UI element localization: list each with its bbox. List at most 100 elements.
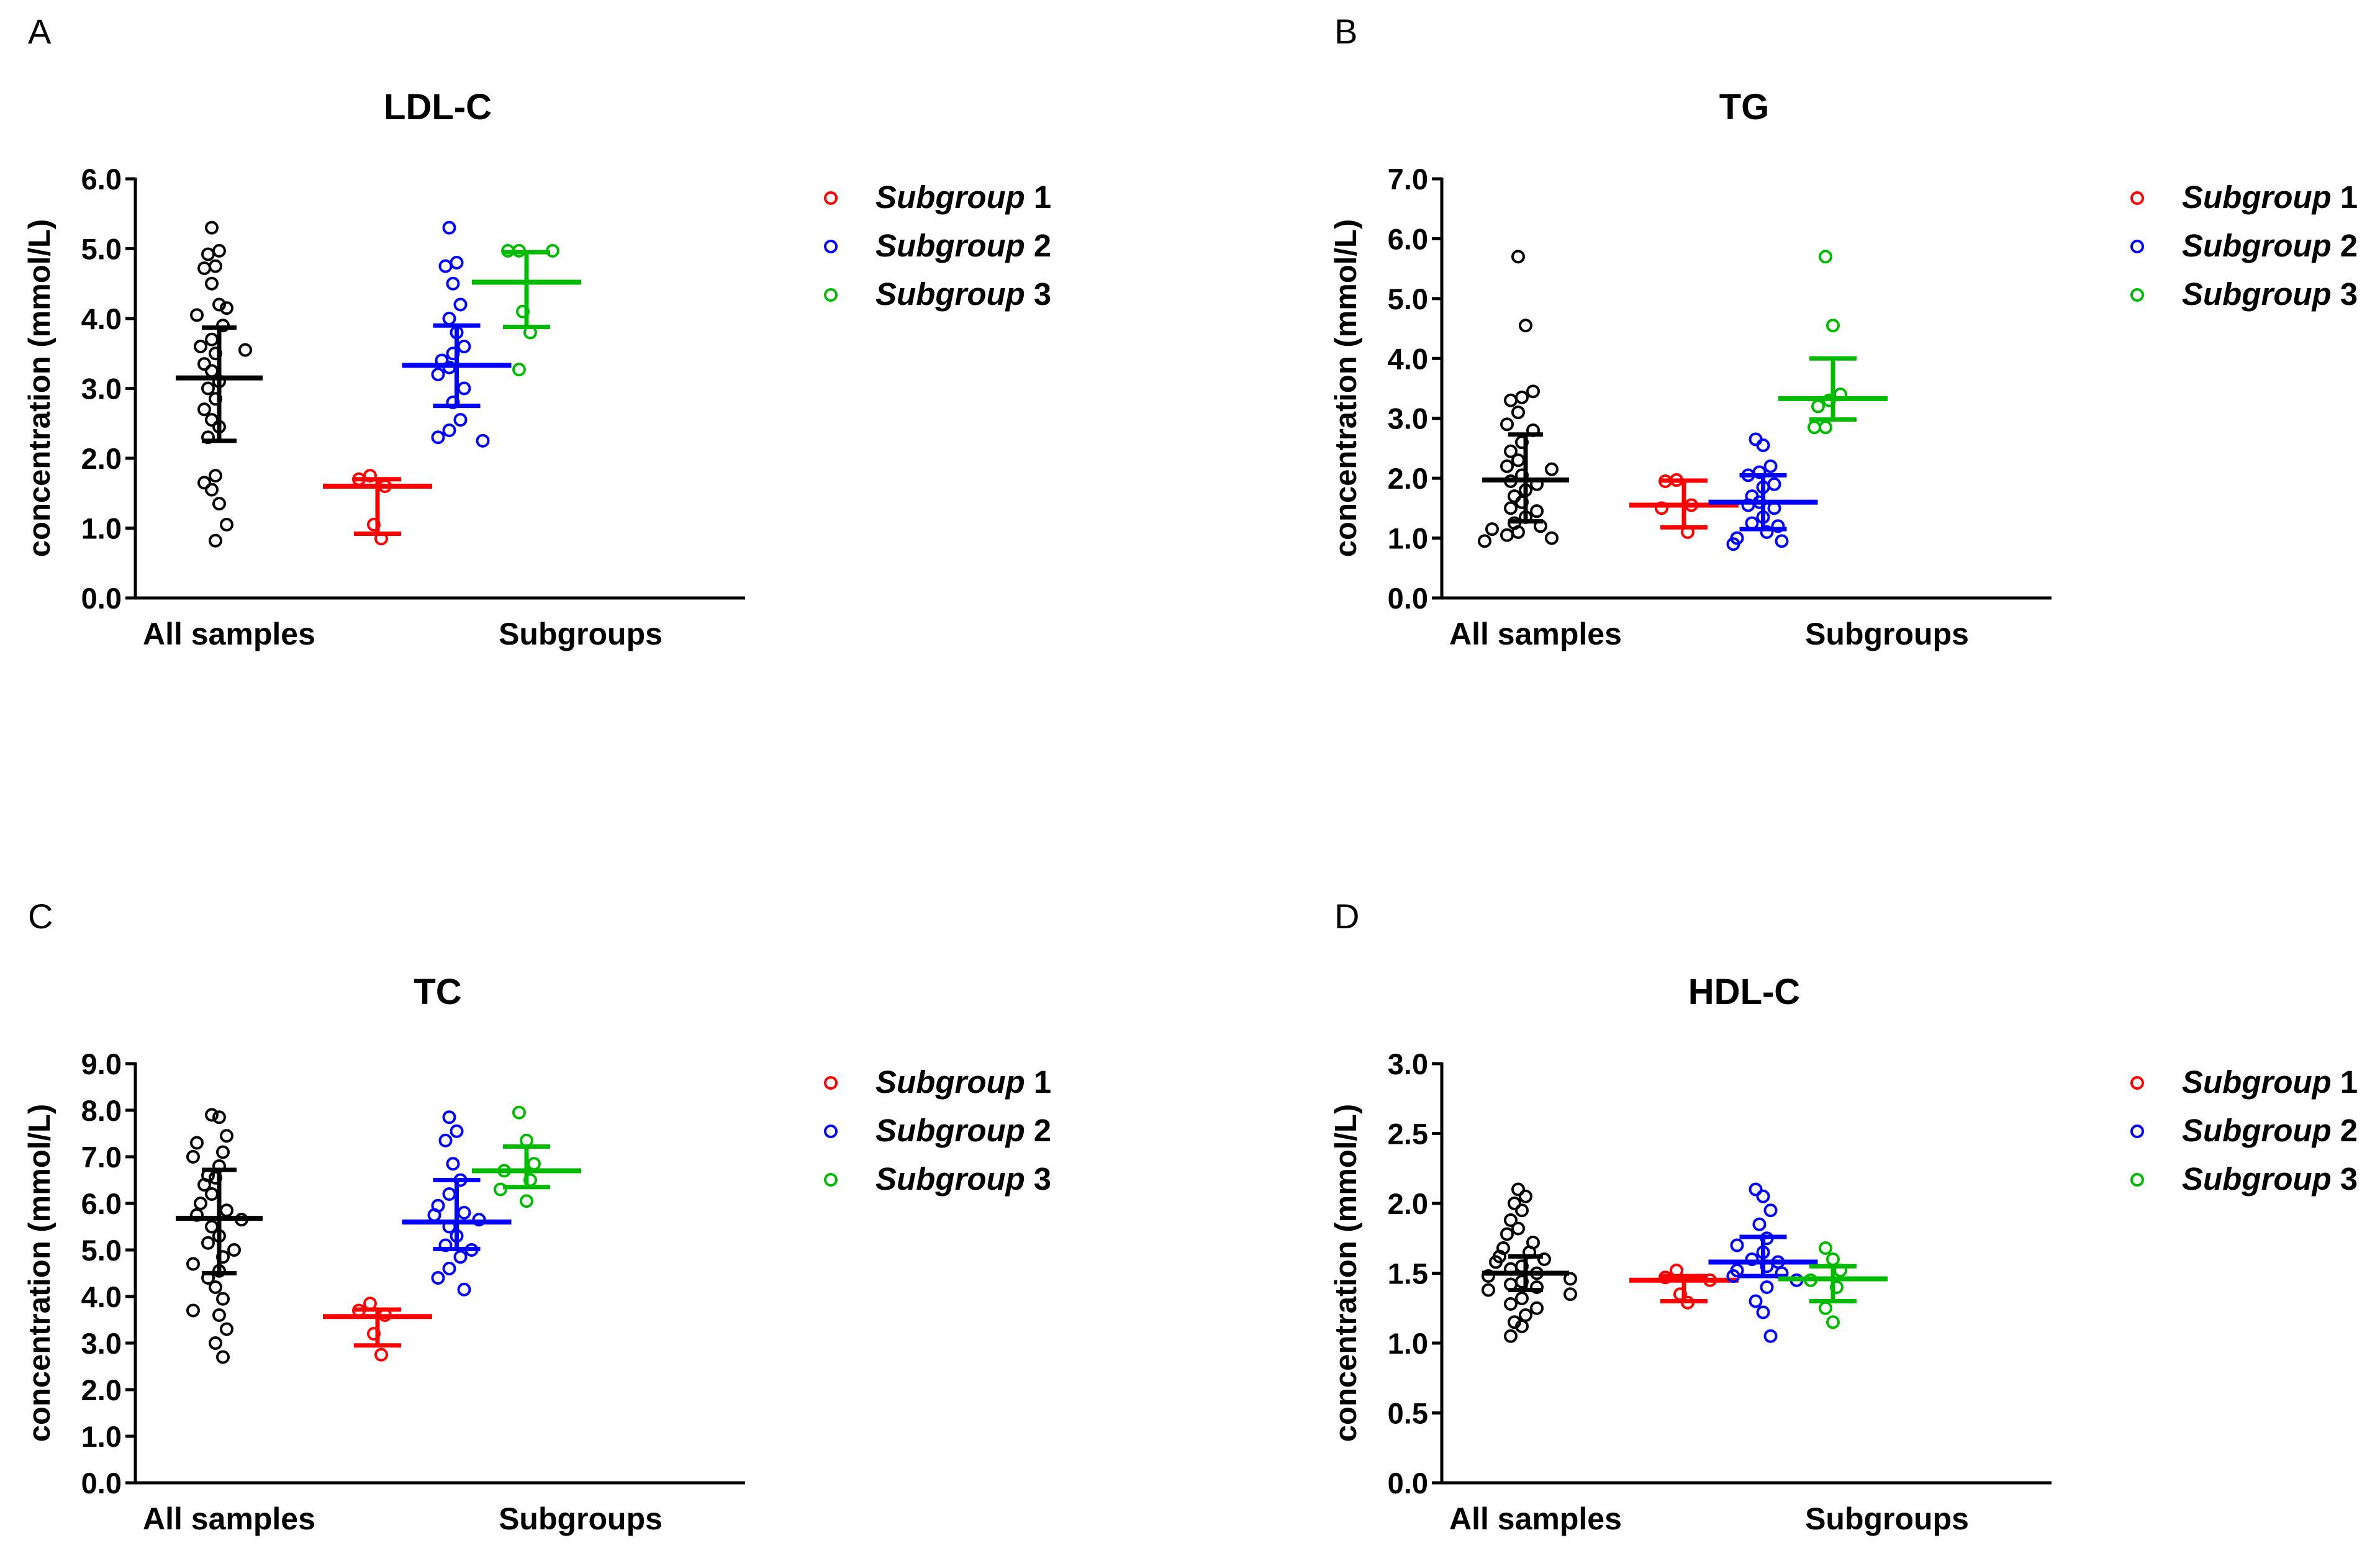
data-point	[512, 363, 526, 377]
y-tick-label: 0.0	[1388, 582, 1428, 615]
y-tick-label: 2.0	[81, 442, 122, 475]
legend-name: Subgroup	[2182, 179, 2332, 215]
data-group	[323, 469, 432, 546]
data-point	[1482, 1283, 1495, 1297]
data-point	[238, 343, 252, 357]
y-tick-label: 7.0	[1388, 163, 1428, 196]
data-point	[1530, 1280, 1544, 1294]
legend-marker	[824, 1173, 838, 1187]
data-point	[1819, 420, 1832, 435]
data-point	[520, 1194, 533, 1208]
data-point	[216, 1145, 230, 1159]
chart-panel-b: B TG concentration (mmol/L) 0.0 1.0 2.0 3.0 4.0…	[1329, 12, 2358, 651]
legend-number: 2	[2340, 1113, 2358, 1148]
legend-label: Subgroup 2	[2182, 1113, 2358, 1148]
data-point	[438, 1133, 453, 1147]
chart-title: HDL-C	[1688, 972, 1800, 1012]
x-category-label: Subgroups	[1805, 1501, 1969, 1536]
data-point	[1500, 528, 1514, 542]
data-point	[1726, 537, 1740, 551]
data-point	[1775, 534, 1789, 548]
legend-number: 1	[1034, 179, 1051, 215]
data-group	[176, 1108, 263, 1364]
y-tick-label: 3.0	[81, 373, 122, 405]
data-point	[205, 332, 219, 346]
data-point	[1819, 1301, 1832, 1315]
data-point	[186, 1303, 200, 1318]
legend-number: 3	[2340, 276, 2358, 312]
data-point	[1530, 1301, 1544, 1315]
legend-name: Subgroup	[876, 1064, 1025, 1100]
data-point	[197, 402, 211, 417]
legend-name: Subgroup	[2182, 228, 2332, 263]
legend-label: Subgroup 3	[876, 276, 1051, 312]
data-point	[1760, 525, 1774, 539]
legend-name: Subgroup	[876, 1113, 1025, 1148]
data-point	[1511, 250, 1525, 264]
y-tick-label: 2.0	[1388, 1187, 1428, 1220]
x-category-label: All samples	[143, 617, 315, 651]
y-tick-label: 6.0	[81, 1187, 122, 1220]
data-point	[476, 433, 490, 448]
legend-number: 1	[2340, 179, 2358, 215]
legend-number: 2	[2340, 228, 2358, 263]
legend-number: 2	[1034, 228, 1051, 263]
data-point	[220, 1322, 233, 1336]
data-point	[453, 1250, 468, 1264]
y-tick-label: 5.0	[81, 1234, 122, 1267]
legend-marker	[824, 191, 838, 205]
y-tick-label: 6.0	[81, 163, 122, 196]
y-tick-label: 9.0	[81, 1048, 122, 1080]
y-tick-label: 0.5	[1388, 1397, 1428, 1430]
data-group	[323, 1297, 432, 1362]
y-tick-label: 1.0	[81, 1420, 122, 1453]
data-point	[1519, 1308, 1532, 1322]
data-point	[1537, 1252, 1551, 1266]
data-group	[1482, 1182, 1577, 1343]
data-point	[1515, 1292, 1529, 1305]
data-point	[457, 1282, 471, 1297]
data-point	[374, 1347, 388, 1362]
legend-label: Subgroup 3	[2182, 276, 2358, 312]
chart-panel-d: D HDL-C concentration (mmol/L) 0.0 0.5 1.0 1.5…	[1329, 897, 2358, 1536]
data-point	[442, 1262, 456, 1275]
data-point	[201, 1236, 215, 1250]
y-tick-label: 8.0	[81, 1094, 122, 1127]
data-point	[1726, 1269, 1740, 1283]
data-point	[1756, 438, 1770, 453]
data-point	[1819, 250, 1832, 264]
data-point	[1826, 1315, 1840, 1329]
y-axis-title: concentration (mmol/L)	[23, 219, 57, 557]
data-point	[442, 312, 456, 325]
data-point	[1752, 1217, 1767, 1231]
y-tick-label: 3.0	[1388, 402, 1428, 435]
data-point	[205, 276, 219, 291]
data-point	[457, 381, 471, 396]
data-point	[527, 1157, 541, 1171]
legend-marker	[824, 1076, 838, 1090]
legend-number: 3	[1034, 1161, 1051, 1197]
data-point	[1763, 1329, 1778, 1343]
data-point	[1515, 390, 1529, 404]
data-point	[1749, 1294, 1763, 1308]
data-point	[212, 1110, 226, 1125]
data-point	[220, 1129, 233, 1143]
legend-name: Subgroup	[2182, 1161, 2332, 1197]
y-axis-title: concentration (mmol/L)	[1329, 219, 1363, 557]
data-point	[194, 1197, 207, 1210]
legend-name: Subgroup	[876, 228, 1025, 263]
data-point	[431, 368, 445, 381]
data-point	[205, 220, 219, 235]
y-tick-label: 0.0	[1388, 1467, 1428, 1500]
data-group	[472, 1105, 581, 1208]
data-point	[1826, 319, 1840, 333]
data-point	[190, 1136, 204, 1150]
data-group	[402, 1110, 512, 1297]
legend-label: Subgroup 2	[876, 1113, 1051, 1148]
panel-label: D	[1334, 897, 1359, 936]
legend-name: Subgroup	[2182, 1064, 2332, 1100]
data-point	[1771, 519, 1785, 533]
data-point	[1745, 1252, 1759, 1266]
data-point	[205, 1187, 219, 1201]
data-point	[453, 413, 468, 427]
